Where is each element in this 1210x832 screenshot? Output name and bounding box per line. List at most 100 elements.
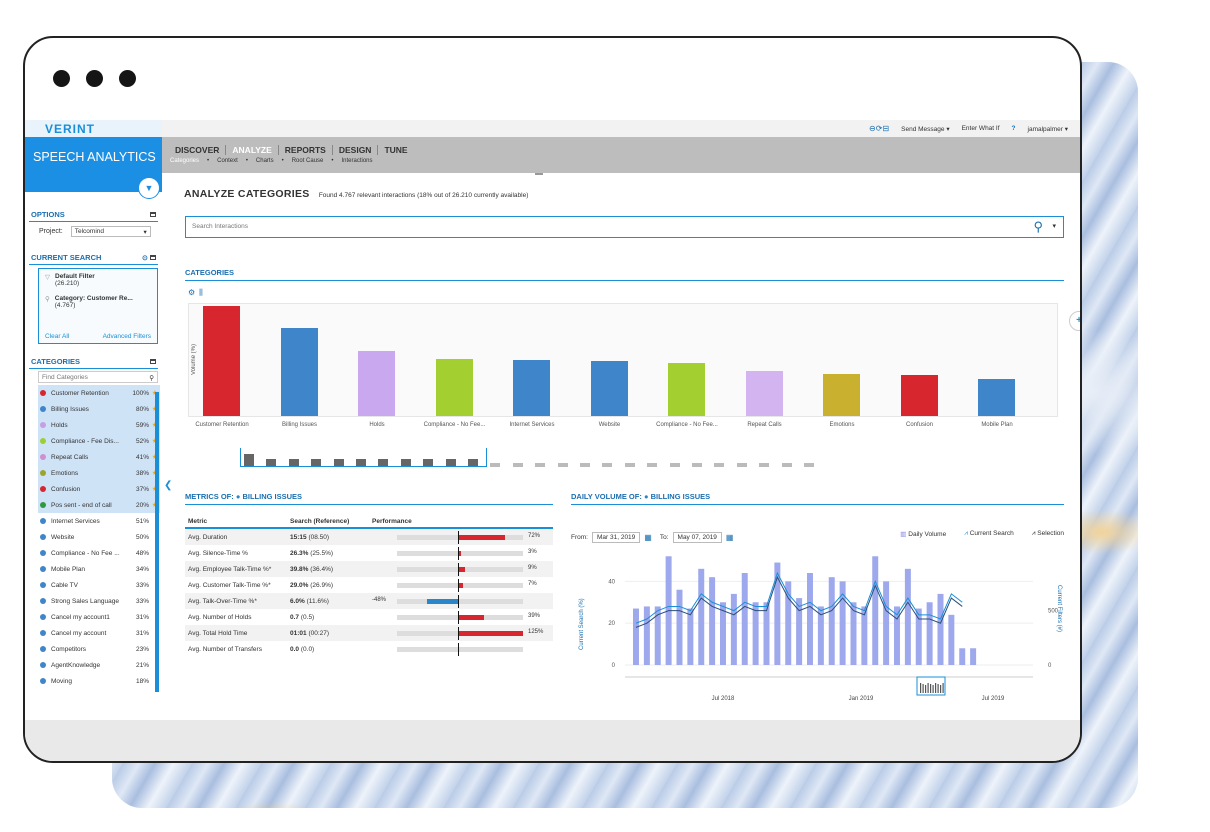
category-item[interactable]: Compliance - Fee Dis... 52%★ — [38, 433, 160, 449]
volume-bar[interactable] — [633, 608, 639, 665]
chart-bar[interactable] — [435, 358, 473, 416]
project-select[interactable]: Telcomind ▾ — [70, 226, 151, 237]
volume-bar[interactable] — [850, 602, 857, 665]
info-icon[interactable]: ⊙ — [142, 255, 148, 262]
chart-bar[interactable] — [745, 370, 783, 416]
volume-bar[interactable] — [687, 608, 694, 665]
volume-bar[interactable] — [741, 573, 748, 665]
chart-bar[interactable] — [590, 361, 628, 416]
advanced-filters-link[interactable]: Advanced Filters — [102, 333, 151, 340]
search-icon[interactable]: ⚲ — [149, 375, 154, 382]
toolbar-icons[interactable]: ⊖⟳⊟ — [869, 124, 890, 133]
legend-daily-volume[interactable]: ▥ Daily Volume — [900, 530, 946, 538]
volume-bar[interactable] — [970, 648, 977, 665]
category-item[interactable]: Compliance - No Fee ... 48% — [38, 545, 160, 561]
filter-item[interactable]: ▽ Default Filter (26.210) — [39, 269, 157, 287]
legend-current-search[interactable]: ⩘ Current Search — [964, 530, 1014, 538]
volume-bar[interactable] — [654, 606, 661, 665]
star-icon[interactable]: ★ — [149, 405, 158, 413]
volume-bar[interactable] — [861, 606, 868, 665]
send-message-button[interactable]: Send Message ▾ — [901, 125, 950, 133]
chart-bar[interactable] — [358, 351, 395, 416]
volume-bar[interactable] — [643, 606, 650, 665]
subtab-charts[interactable]: Charts — [255, 158, 274, 164]
minimize-icon[interactable] — [150, 212, 156, 217]
volume-bar[interactable] — [752, 602, 759, 665]
category-item[interactable]: AgentKnowledge 21% — [38, 657, 160, 673]
drag-handle[interactable] — [535, 173, 543, 175]
chart-bar[interactable] — [668, 363, 705, 416]
to-date-input[interactable]: May 07, 2019 — [672, 531, 722, 543]
user-menu[interactable]: jamalpalmer ▾ — [1027, 125, 1068, 133]
volume-bar[interactable] — [709, 577, 716, 665]
legend-selection[interactable]: ⩘ Selection — [1032, 530, 1064, 538]
metric-row[interactable]: Avg. Customer Talk-Time %* 29.0% (26.9%) 7… — [185, 577, 553, 593]
add-icon[interactable]: + — [1069, 311, 1080, 331]
volume-bar[interactable] — [959, 648, 966, 665]
chevron-down-icon[interactable]: ▾ — [1052, 223, 1056, 230]
metric-row[interactable]: Avg. Duration 15:15 (08.50) 72% — [185, 529, 553, 545]
subtab-categories[interactable]: Categories — [170, 158, 200, 164]
subtab-root-cause[interactable]: Root Cause — [291, 158, 324, 164]
metric-row[interactable]: Avg. Employee Talk-Time %* 39.8% (36.4%) 9… — [185, 561, 553, 577]
star-icon[interactable]: ★ — [149, 389, 158, 397]
chart-bars-icon[interactable]: ⫼ — [199, 288, 207, 297]
category-item[interactable]: Confusion 37%★ — [38, 481, 160, 497]
help-icon[interactable]: ? — [1011, 125, 1016, 132]
clear-all-link[interactable]: Clear All — [45, 333, 70, 340]
subtab-context[interactable]: Context — [217, 158, 238, 164]
chart-bar[interactable] — [513, 359, 550, 416]
window-dot-icon[interactable] — [53, 70, 70, 87]
chevron-down-icon[interactable]: ▼ — [138, 177, 160, 199]
category-item[interactable]: Moving 18% — [38, 673, 160, 689]
metric-row[interactable]: Avg. Total Hold Time 01:01 (00:27) 125% — [185, 625, 553, 641]
volume-bar[interactable] — [817, 606, 824, 665]
search-icon[interactable]: ⚲ — [1033, 219, 1043, 234]
volume-bar[interactable] — [948, 614, 955, 665]
star-icon[interactable]: ★ — [149, 421, 158, 429]
from-date-input[interactable]: Mar 31, 2019 — [591, 531, 641, 543]
volume-bar[interactable] — [763, 602, 770, 665]
nav-tab-design[interactable]: DESIGN — [333, 145, 379, 155]
star-icon[interactable]: ★ — [149, 485, 158, 493]
category-scrollbar[interactable] — [155, 392, 159, 692]
collapse-sidebar-icon[interactable]: ❮ — [164, 480, 173, 491]
metric-row[interactable]: Avg. Silence-Time % 26.3% (25.5%) 3% — [185, 545, 553, 561]
star-icon[interactable]: ★ — [149, 469, 158, 477]
volume-bar[interactable] — [872, 556, 879, 665]
volume-bar[interactable] — [883, 581, 890, 665]
category-item[interactable]: Customer Retention 100%★ — [38, 385, 160, 401]
category-item[interactable]: Repeat Calls 41%★ — [38, 449, 160, 465]
subtab-interactions[interactable]: Interactions — [341, 158, 373, 164]
star-icon[interactable]: ★ — [149, 437, 158, 445]
volume-bar[interactable] — [915, 608, 922, 665]
enter-what-if-button[interactable]: Enter What If — [961, 125, 1000, 132]
category-item[interactable]: Strong Sales Language 33% — [38, 593, 160, 609]
category-item[interactable]: Emotions 38%★ — [38, 465, 160, 481]
volume-bar[interactable] — [807, 573, 813, 665]
category-item[interactable]: Holds 59%★ — [38, 417, 160, 433]
chart-settings-icon[interactable]: ⚙ — [188, 288, 200, 297]
chart-bar[interactable] — [978, 378, 1015, 416]
volume-bar[interactable] — [937, 593, 944, 665]
nav-tab-tune[interactable]: TUNE — [384, 145, 408, 155]
find-categories-input[interactable]: Find Categories ⚲ — [38, 371, 158, 383]
minimize-icon[interactable] — [150, 359, 156, 364]
volume-bar[interactable] — [926, 602, 933, 665]
volume-bar[interactable] — [730, 593, 737, 665]
category-item[interactable]: Cancel my account1 31% — [38, 609, 160, 625]
volume-bar[interactable] — [828, 577, 835, 665]
metric-row[interactable]: Avg. Number of Transfers 0.0 (0.0) — [185, 641, 553, 657]
timeline-selection[interactable] — [916, 676, 946, 696]
chart-navigator-selection[interactable] — [240, 448, 487, 467]
category-item[interactable]: Website 50% — [38, 529, 160, 545]
calendar-icon[interactable]: ▦ — [644, 532, 652, 542]
filter-item[interactable]: ⚲ Category: Customer Re... (4.767) — [39, 287, 157, 309]
chart-navigator[interactable] — [240, 453, 1060, 467]
category-item[interactable]: Mobile Plan 34% — [38, 561, 160, 577]
category-item[interactable]: Cancel my account 31% — [38, 625, 160, 641]
nav-tab-discover[interactable]: DISCOVER — [169, 145, 227, 155]
minimize-icon[interactable] — [150, 255, 156, 260]
calendar-icon[interactable]: ▦ — [725, 532, 734, 542]
category-item[interactable]: Pos sent - end of call 20%★ — [38, 497, 160, 513]
